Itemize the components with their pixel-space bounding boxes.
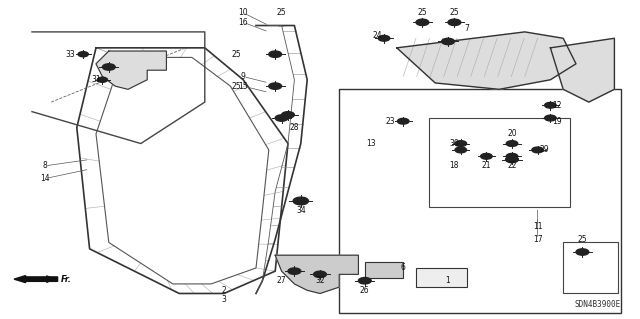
Circle shape: [545, 115, 556, 121]
Text: SDN4B3900E: SDN4B3900E: [575, 300, 621, 309]
Text: 32: 32: [315, 276, 325, 285]
Text: 25: 25: [577, 235, 588, 244]
Text: 9: 9: [241, 72, 246, 81]
Text: 16: 16: [238, 18, 248, 27]
Text: 11: 11: [533, 222, 542, 231]
Text: 18: 18: [450, 161, 459, 170]
Text: 26: 26: [360, 286, 370, 295]
Text: 14: 14: [40, 174, 50, 183]
Text: 29: 29: [539, 145, 549, 154]
FancyArrow shape: [14, 276, 58, 283]
Text: 25: 25: [417, 8, 428, 17]
Text: 21: 21: [482, 161, 491, 170]
Polygon shape: [550, 38, 614, 102]
Circle shape: [314, 271, 326, 278]
Bar: [339, 89, 621, 313]
Text: 24: 24: [372, 31, 383, 40]
Circle shape: [97, 77, 108, 82]
Text: 7: 7: [465, 24, 470, 33]
Text: 10: 10: [238, 8, 248, 17]
Text: 8: 8: [42, 161, 47, 170]
Circle shape: [397, 118, 409, 124]
Bar: [365, 262, 403, 278]
Circle shape: [269, 51, 282, 57]
Circle shape: [506, 153, 518, 159]
Text: 25: 25: [232, 82, 242, 91]
Text: 22: 22: [508, 161, 516, 170]
Text: 25: 25: [232, 50, 242, 59]
Text: 27: 27: [276, 276, 287, 285]
Text: 17: 17: [532, 235, 543, 244]
Text: 15: 15: [238, 82, 248, 91]
Text: 6: 6: [401, 263, 406, 272]
Circle shape: [545, 102, 556, 108]
Text: 33: 33: [65, 50, 76, 59]
Polygon shape: [96, 51, 166, 89]
Circle shape: [269, 83, 282, 89]
Circle shape: [481, 153, 492, 159]
Text: 20: 20: [507, 130, 517, 138]
Text: 30: 30: [449, 139, 460, 148]
Polygon shape: [275, 255, 358, 293]
Circle shape: [78, 52, 88, 57]
Circle shape: [293, 197, 308, 205]
Circle shape: [532, 147, 543, 153]
Text: 19: 19: [552, 117, 562, 126]
Circle shape: [102, 64, 115, 70]
Circle shape: [448, 19, 461, 26]
Text: 12: 12: [552, 101, 561, 110]
Text: 25: 25: [276, 8, 287, 17]
Circle shape: [506, 141, 518, 146]
Circle shape: [275, 115, 288, 121]
Text: 25: 25: [449, 8, 460, 17]
Text: 13: 13: [366, 139, 376, 148]
Circle shape: [288, 268, 301, 274]
Circle shape: [442, 38, 454, 45]
Bar: [429, 118, 570, 207]
Circle shape: [416, 19, 429, 26]
Polygon shape: [397, 32, 576, 89]
Circle shape: [455, 141, 467, 146]
Text: 1: 1: [445, 276, 451, 285]
Text: 23: 23: [385, 117, 396, 126]
Circle shape: [282, 112, 294, 118]
Text: 2: 2: [221, 286, 227, 295]
Text: Fr.: Fr.: [61, 275, 72, 284]
Circle shape: [576, 249, 589, 255]
Text: 3: 3: [221, 295, 227, 304]
Circle shape: [358, 278, 371, 284]
Bar: [416, 268, 467, 287]
Circle shape: [378, 35, 390, 41]
Circle shape: [506, 156, 518, 163]
Text: 34: 34: [296, 206, 306, 215]
Bar: [563, 242, 618, 293]
Text: 31: 31: [91, 75, 101, 84]
Text: 28: 28: [290, 123, 299, 132]
Circle shape: [455, 147, 467, 153]
